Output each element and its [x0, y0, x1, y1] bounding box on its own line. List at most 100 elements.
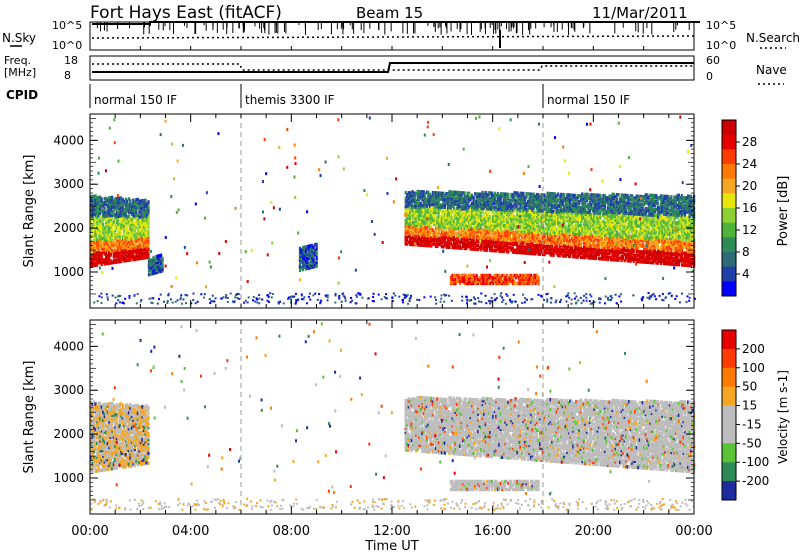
heatmap-cell: [564, 238, 567, 243]
heatmap-cell: [546, 247, 549, 251]
heatmap-cell: [419, 233, 422, 237]
heatmap-cell: [575, 237, 578, 241]
heatmap-cell: [508, 238, 511, 242]
heatmap-cell: [132, 241, 135, 246]
heatmap-cell: [449, 196, 453, 200]
heatmap-cell: [532, 220, 536, 224]
heatmap-cell: [600, 197, 604, 202]
heatmap-cell: [418, 193, 421, 198]
heatmap-cell: [460, 228, 463, 233]
heatmap-cell: [480, 220, 483, 224]
heatmap-cell: [538, 248, 542, 252]
heatmap-cell: [418, 197, 421, 202]
heatmap-cell: [94, 212, 97, 216]
heatmap-cell: [117, 202, 120, 207]
heatmap-cell: [412, 213, 415, 217]
heatmap-cell: [118, 196, 121, 201]
heatmap-cell: [431, 234, 434, 238]
heatmap-cell: [123, 223, 126, 228]
heatmap-cell: [91, 198, 94, 203]
heatmap-cell: [558, 204, 561, 208]
heatmap-cell: [115, 244, 118, 248]
heatmap-cell: [575, 215, 578, 220]
heatmap-cell: [306, 266, 309, 271]
heatmap-cell: [463, 224, 466, 229]
heatmap-cell: [490, 240, 493, 245]
station-title: Fort Hays East (fitACF): [90, 3, 282, 23]
heatmap-cell: [455, 240, 459, 244]
heatmap-cell: [443, 221, 447, 225]
heatmap-cell: [502, 229, 505, 234]
heatmap-cell: [97, 229, 100, 233]
heatmap-cell: [591, 240, 595, 245]
heatmap-cell: [520, 235, 524, 239]
heatmap-cell: [103, 262, 106, 266]
heatmap-cell: [446, 192, 450, 196]
heatmap-cell: [478, 222, 481, 226]
heatmap-cell: [94, 249, 97, 254]
heatmap-cell: [590, 230, 593, 235]
heatmap-cell: [452, 232, 456, 236]
heatmap-cell: [514, 218, 518, 223]
heatmap-cell: [455, 200, 459, 205]
heatmap-cell: [159, 261, 163, 265]
heatmap-cell: [495, 241, 498, 245]
heatmap-cell: [415, 219, 418, 223]
heatmap-cell: [147, 268, 151, 273]
heatmap-cell: [484, 202, 487, 207]
heatmap-cell: [458, 234, 462, 238]
heatmap-cell: [492, 227, 495, 231]
heatmap-cell: [599, 227, 602, 231]
heatmap-cell: [508, 226, 511, 230]
heatmap-cell: [111, 195, 114, 200]
heatmap-cell: [522, 199, 525, 204]
heatmap-cell: [489, 236, 492, 241]
heatmap-cell: [144, 222, 147, 226]
heatmap-cell: [126, 232, 129, 237]
heatmap-cell: [109, 197, 112, 202]
heatmap-cell: [548, 235, 551, 239]
heatmap-cell: [531, 206, 534, 210]
heatmap-cell: [315, 250, 318, 255]
heatmap-cell: [93, 251, 96, 256]
heatmap-cell: [531, 204, 534, 208]
heatmap-cell: [572, 195, 575, 200]
heatmap-cell: [100, 262, 103, 267]
heatmap-cell: [493, 197, 496, 202]
heatmap-cell: [579, 208, 582, 212]
heatmap-cell: [130, 253, 133, 258]
heatmap-cell: [139, 248, 143, 253]
heatmap-cell: [499, 200, 502, 204]
heatmap-cell: [111, 249, 114, 253]
heatmap-cell: [448, 235, 451, 240]
heatmap-cell: [489, 244, 492, 249]
heatmap-cell: [596, 250, 599, 255]
heatmap-cell: [100, 217, 103, 221]
heatmap-cell: [469, 233, 472, 237]
heatmap-cell: [573, 223, 576, 227]
heatmap-cell: [481, 204, 484, 209]
heatmap-cell: [490, 223, 493, 227]
heatmap-cell: [123, 237, 126, 241]
heatmap-cell: [529, 226, 533, 230]
heatmap-cell: [519, 207, 522, 211]
heatmap-cell: [404, 220, 407, 224]
heatmap-cell: [566, 195, 569, 199]
heatmap-cell: [602, 243, 605, 247]
heatmap-cell: [543, 232, 546, 237]
heatmap-cell: [127, 228, 130, 233]
heatmap-cell: [471, 235, 474, 239]
heatmap-cell: [585, 196, 588, 201]
heatmap-cell: [90, 220, 93, 225]
heatmap-cell: [130, 232, 133, 236]
heatmap-cell: [461, 234, 465, 239]
heatmap-cell: [545, 248, 548, 253]
heatmap-cell: [587, 226, 590, 230]
heatmap-cell: [573, 211, 576, 216]
heatmap-cell: [569, 215, 572, 219]
heatmap-cell: [528, 204, 531, 208]
heatmap-cell: [463, 242, 466, 247]
heatmap-cell: [584, 228, 587, 232]
heatmap-cell: [540, 209, 543, 213]
heatmap-cell: [90, 264, 93, 268]
